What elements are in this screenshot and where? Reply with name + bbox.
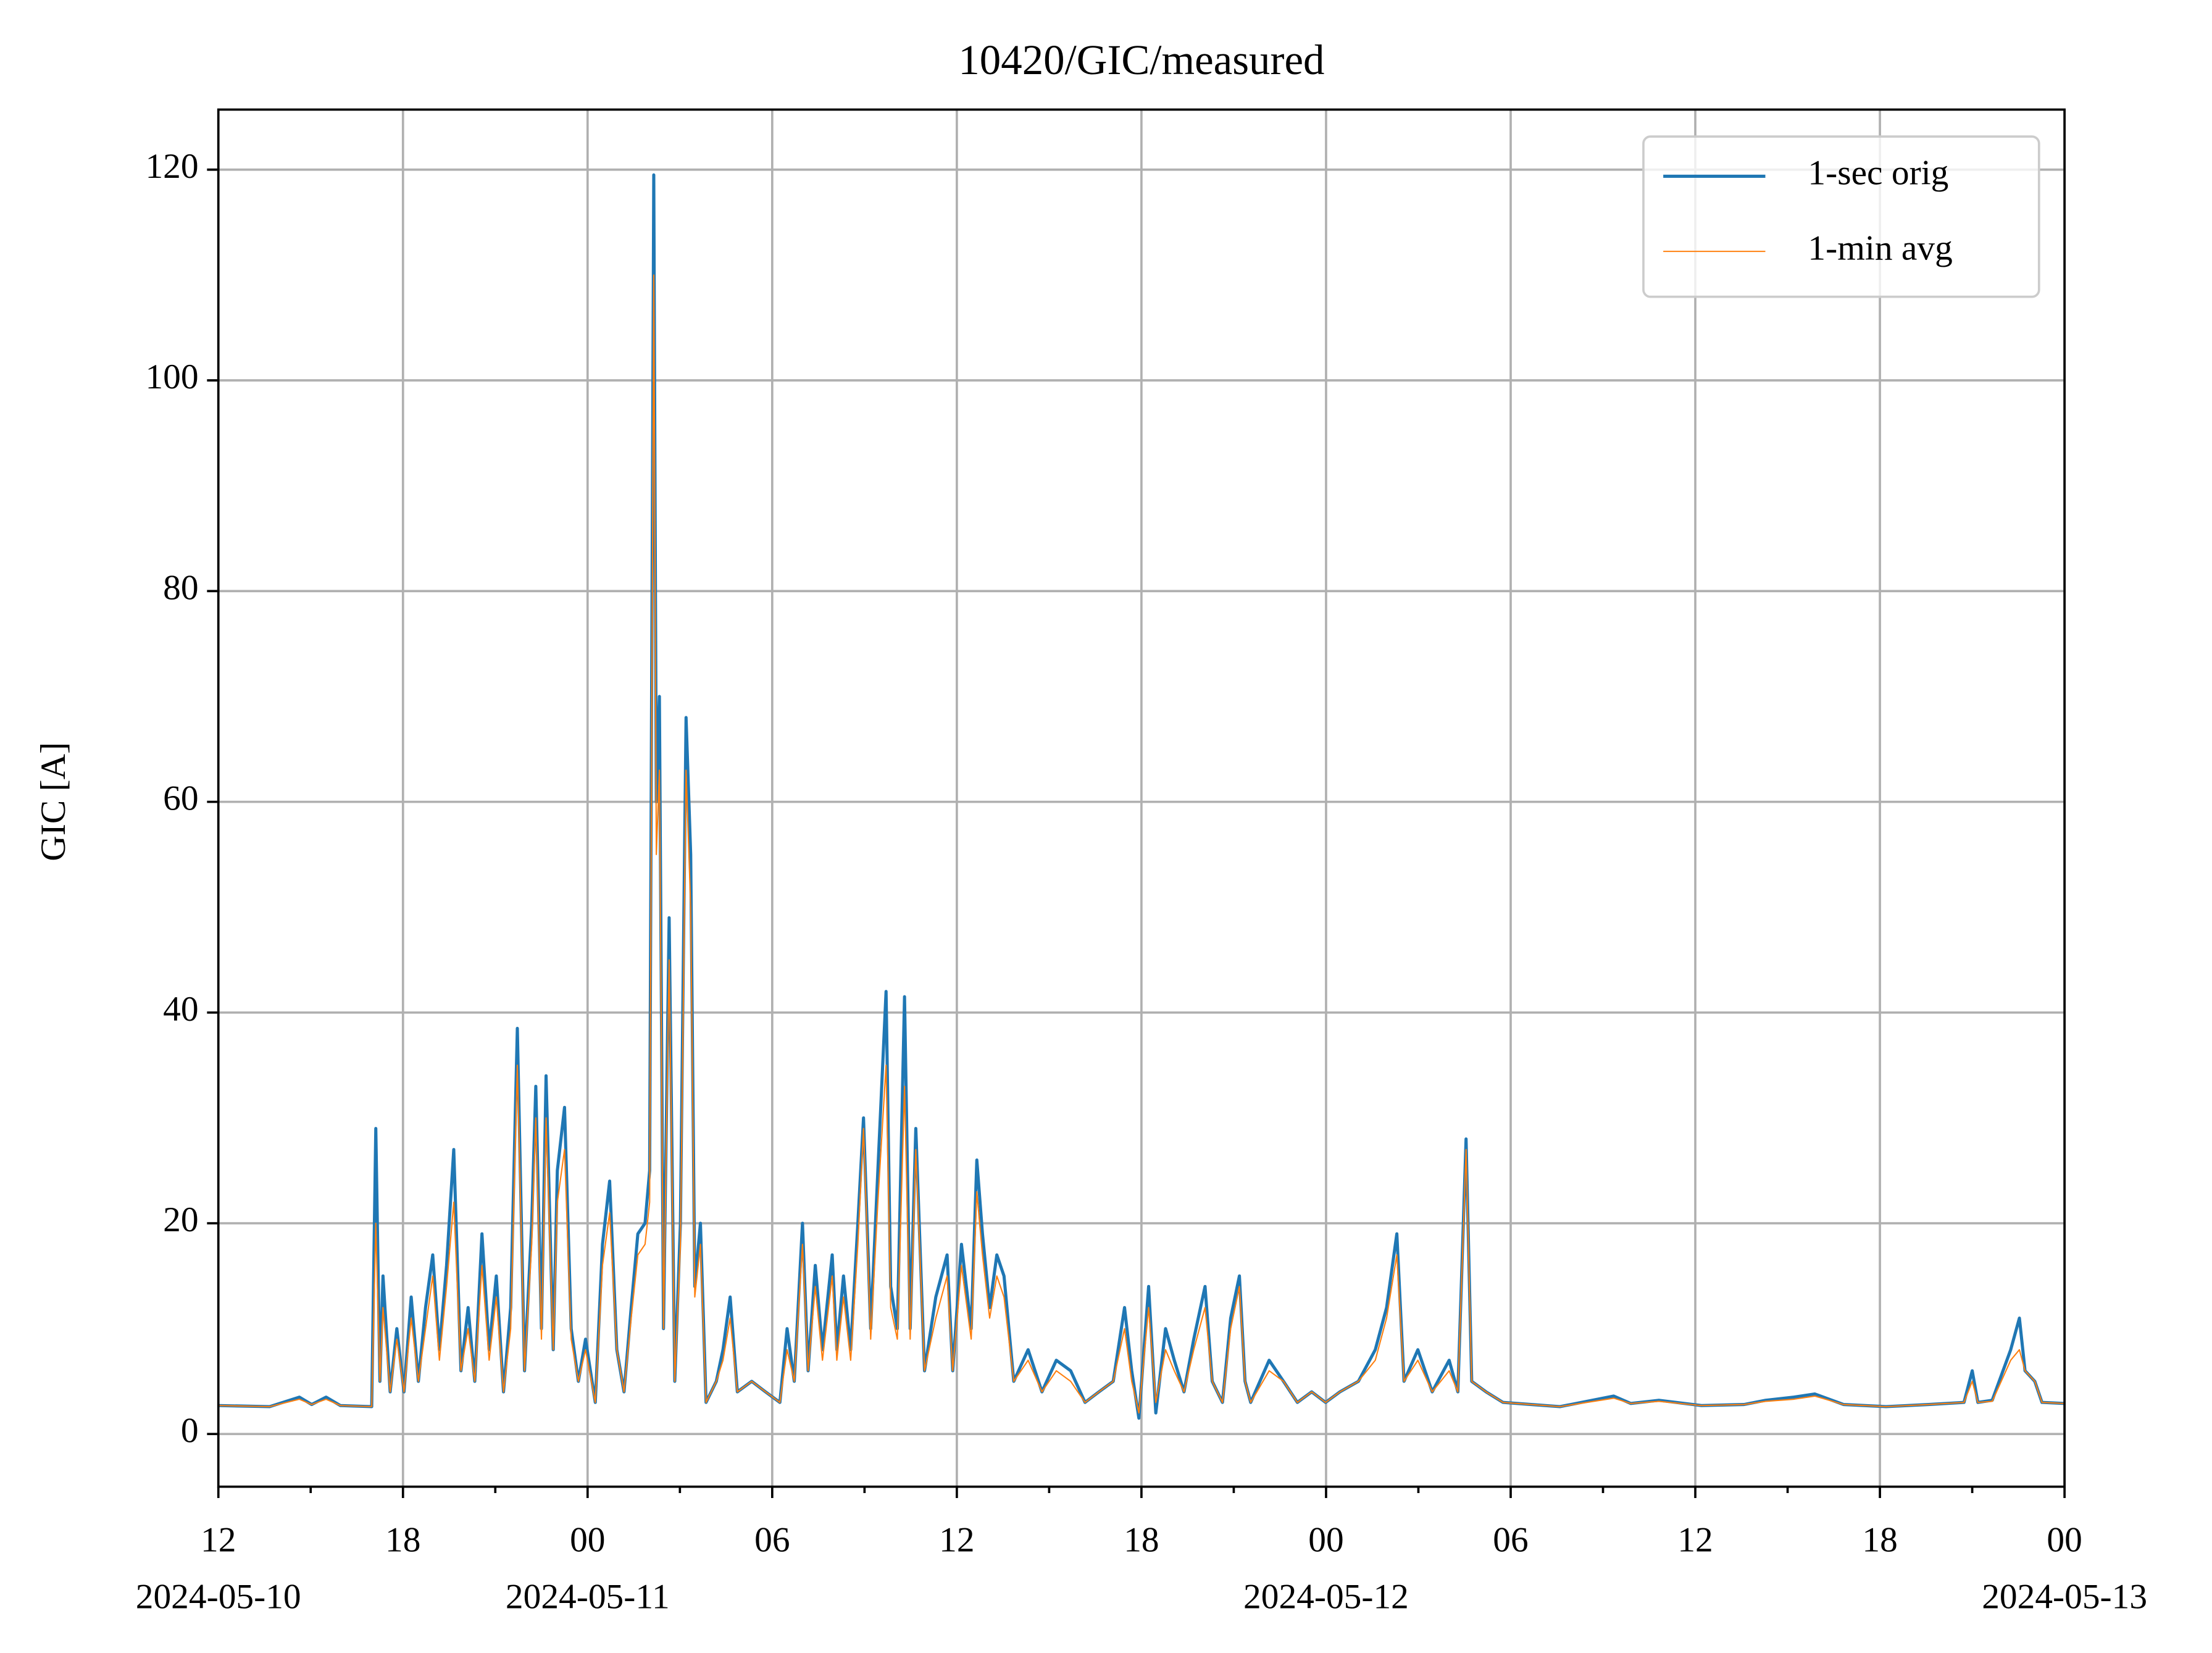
x-tick-label: 00	[2047, 1521, 2082, 1560]
plot-frame	[217, 108, 2066, 1488]
y-tick-label: 40	[163, 990, 198, 1029]
chart-title: 10420/GIC/measured	[958, 36, 1324, 83]
x-tick-label: 12	[1677, 1521, 1713, 1560]
x-date-label: 2024-05-13	[1982, 1578, 2147, 1617]
x-tick-label: 18	[1124, 1521, 1159, 1560]
series-line	[218, 173, 2065, 1420]
series-line	[218, 274, 2065, 1414]
y-tick-label: 100	[145, 358, 198, 396]
x-date-label: 2024-05-10	[136, 1578, 301, 1617]
x-tick-label: 18	[385, 1521, 420, 1560]
x-tick-label: 12	[939, 1521, 974, 1560]
legend-label: 1-min avg	[1808, 228, 1952, 267]
x-tick-label: 00	[570, 1521, 605, 1560]
x-tick-label: 00	[1308, 1521, 1343, 1560]
x-tick-label: 06	[1493, 1521, 1528, 1560]
y-tick-label: 60	[163, 779, 198, 818]
y-tick-label: 20	[163, 1200, 198, 1239]
y-tick-label: 0	[181, 1412, 199, 1450]
y-axis-label: GIC [A]	[34, 742, 73, 861]
x-tick-label: 06	[754, 1521, 790, 1560]
y-tick-label: 80	[163, 568, 198, 607]
legend-label: 1-sec orig	[1808, 154, 1948, 193]
x-tick-label: 12	[201, 1521, 236, 1560]
legend: 1-sec orig 1-min avg	[1642, 135, 2040, 298]
x-date-label: 2024-05-12	[1243, 1578, 1409, 1617]
y-tick-label: 120	[145, 147, 198, 186]
x-tick-label: 18	[1862, 1521, 1897, 1560]
x-date-label: 2024-05-11	[506, 1578, 670, 1617]
